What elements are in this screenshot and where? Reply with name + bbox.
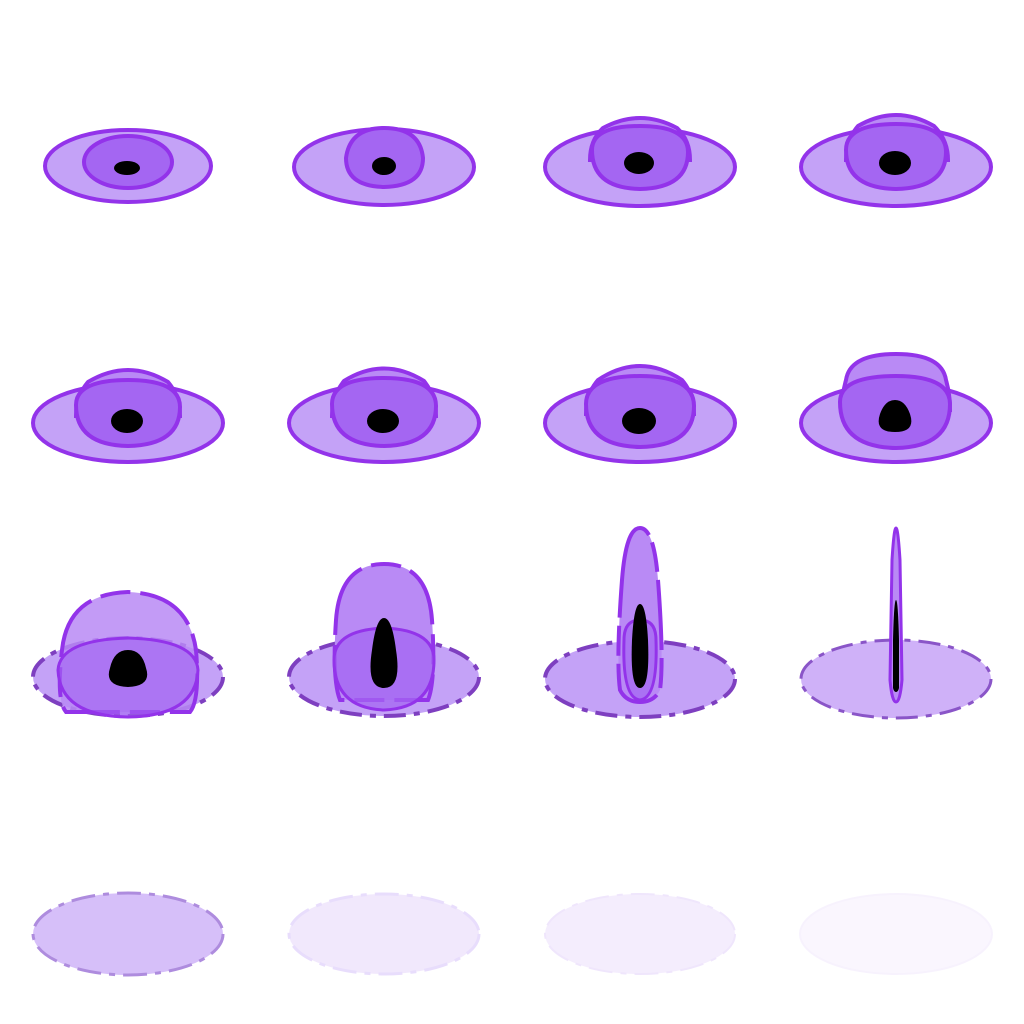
frame-7 bbox=[543, 364, 737, 464]
pupil-shape bbox=[111, 409, 143, 433]
pupil-shape bbox=[372, 157, 396, 175]
pupil-shape bbox=[367, 409, 399, 433]
pupil-shape bbox=[108, 650, 148, 687]
pupil-shape bbox=[622, 408, 656, 434]
disc-shape bbox=[544, 893, 736, 975]
frame-16 bbox=[799, 893, 993, 975]
frame-3 bbox=[543, 116, 737, 208]
frame-13 bbox=[31, 891, 225, 977]
pupil-shape bbox=[893, 600, 899, 692]
frame-10 bbox=[287, 561, 481, 718]
frame-1 bbox=[43, 128, 213, 204]
frame-9 bbox=[31, 589, 225, 719]
frame-12 bbox=[799, 526, 993, 720]
disc-shape bbox=[287, 892, 481, 976]
frame-5 bbox=[31, 368, 225, 464]
frame-2 bbox=[292, 125, 476, 207]
frame-14 bbox=[287, 892, 481, 976]
frame-6 bbox=[287, 366, 481, 464]
frame-8 bbox=[799, 351, 993, 464]
pupil-shape bbox=[631, 604, 649, 688]
disc-shape bbox=[799, 893, 993, 975]
frame-4 bbox=[799, 113, 993, 208]
disc-shape bbox=[31, 891, 225, 977]
pupil-shape bbox=[878, 400, 912, 432]
frame-15 bbox=[544, 893, 736, 975]
pupil-shape bbox=[624, 152, 654, 174]
pupil-shape bbox=[114, 161, 140, 175]
frame-11 bbox=[543, 525, 737, 719]
pupil-shape bbox=[879, 151, 911, 175]
pupil-shape bbox=[370, 618, 398, 688]
